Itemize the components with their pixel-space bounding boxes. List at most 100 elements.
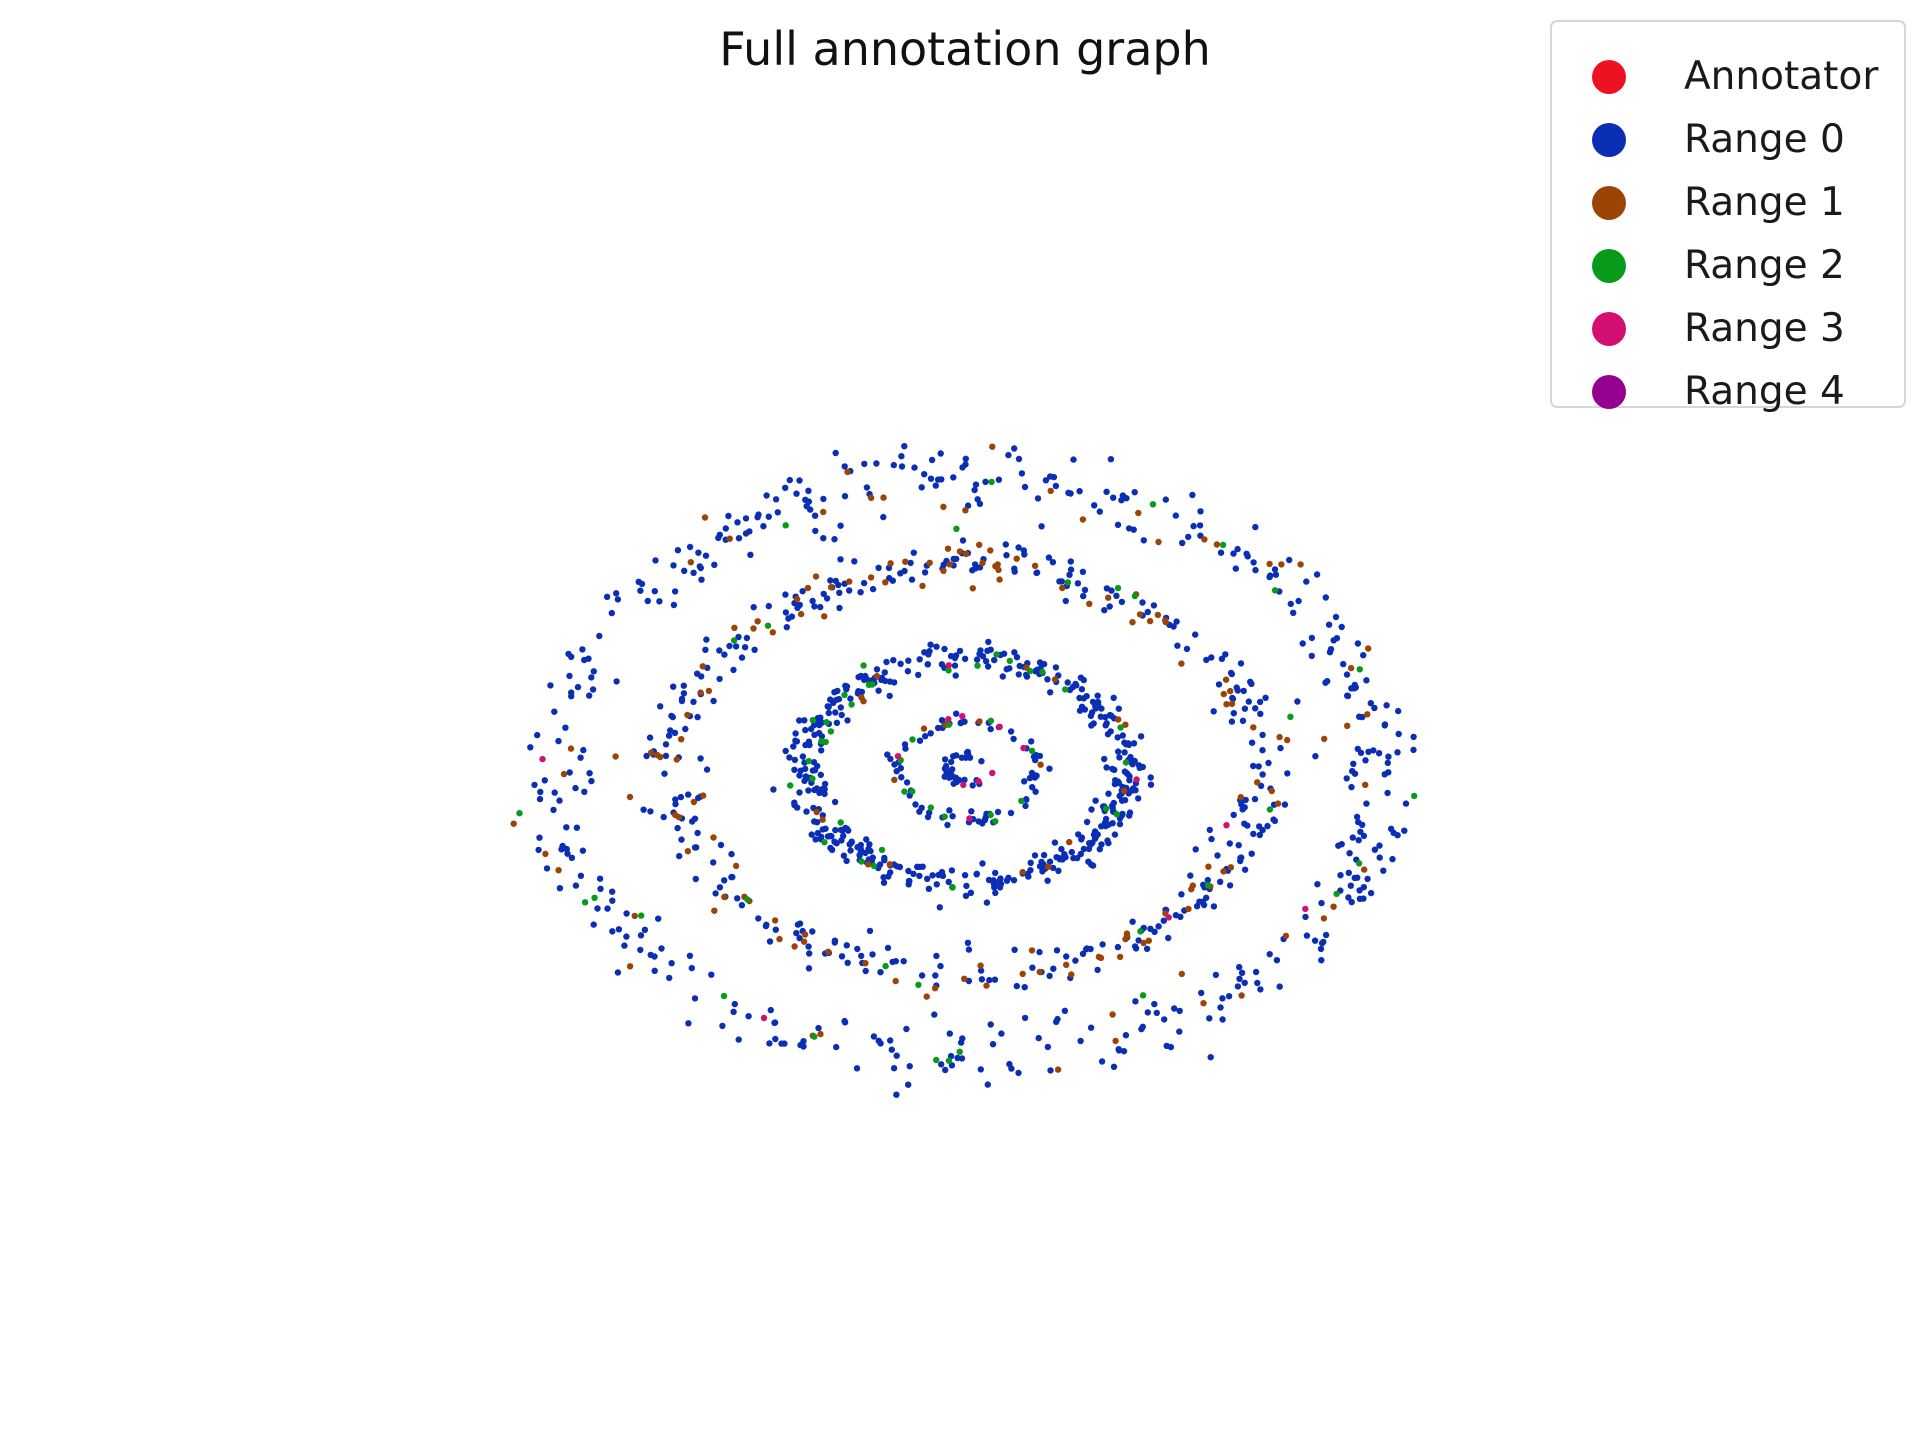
point-range-0 (797, 767, 804, 774)
point-range-1 (560, 770, 568, 778)
point-range-0 (1033, 772, 1040, 779)
point-range-0 (1086, 840, 1093, 847)
point-range-0 (796, 717, 803, 724)
point-range-1 (754, 618, 761, 625)
point-range-0 (953, 710, 960, 717)
point-range-0 (782, 609, 790, 616)
point-range-0 (692, 875, 699, 883)
point-range-2 (787, 782, 794, 789)
point-range-0 (1410, 733, 1417, 741)
point-range-0 (1384, 759, 1392, 767)
point-range-2 (837, 819, 844, 826)
point-range-2 (915, 981, 922, 988)
point-range-0 (1232, 565, 1240, 572)
point-range-0 (821, 790, 828, 798)
point-range-0 (1137, 733, 1145, 740)
point-range-0 (836, 589, 843, 596)
point-range-0 (711, 561, 718, 568)
point-range-0 (1215, 681, 1223, 688)
point-range-0 (716, 884, 724, 891)
point-range-1 (699, 663, 706, 670)
point-range-0 (948, 758, 955, 766)
point-range-0 (1273, 957, 1281, 964)
point-range-1 (1054, 1066, 1062, 1073)
point-range-0 (979, 653, 987, 660)
point-range-0 (666, 974, 673, 982)
point-range-0 (1144, 608, 1152, 616)
point-range-0 (572, 784, 579, 792)
point-range-0 (905, 877, 913, 885)
point-range-0 (978, 758, 985, 765)
point-range-0 (670, 683, 677, 690)
point-range-0 (959, 537, 967, 544)
point-range-0 (1088, 806, 1095, 813)
point-range-0 (937, 450, 944, 457)
point-range-0 (644, 597, 651, 605)
point-range-2 (782, 522, 789, 529)
point-range-0 (946, 807, 953, 814)
point-range-0 (1011, 649, 1018, 656)
point-range-0 (1219, 1016, 1226, 1023)
point-range-1 (1115, 716, 1122, 723)
point-range-3 (894, 753, 902, 760)
point-range-0 (1032, 788, 1039, 795)
point-range-0 (961, 655, 969, 662)
point-range-0 (815, 1024, 822, 1032)
point-range-0 (652, 557, 659, 564)
point-range-0 (873, 666, 881, 673)
point-range-0 (1171, 1005, 1178, 1012)
point-range-0 (1259, 826, 1266, 834)
point-range-2 (945, 721, 952, 728)
point-range-0 (694, 829, 701, 837)
point-range-0 (1204, 876, 1212, 884)
point-range-3 (760, 1014, 768, 1022)
point-range-0 (745, 1013, 752, 1020)
point-range-0 (800, 1043, 807, 1050)
point-range-0 (952, 652, 960, 659)
point-range-0 (1116, 820, 1124, 828)
point-range-0 (1076, 488, 1083, 495)
point-range-0 (750, 604, 757, 611)
point-range-0 (1129, 918, 1136, 925)
point-range-1 (567, 745, 575, 752)
point-range-0 (915, 671, 922, 679)
point-range-0 (847, 695, 854, 702)
point-range-0 (1177, 913, 1184, 920)
point-range-0 (793, 929, 800, 937)
point-range-0 (574, 683, 582, 691)
point-range-0 (1165, 934, 1172, 942)
point-range-0 (1028, 738, 1035, 745)
point-range-1 (800, 938, 808, 945)
point-range-0 (870, 1033, 878, 1040)
point-range-3 (966, 815, 973, 822)
point-range-0 (668, 712, 675, 720)
point-range-1 (1188, 886, 1195, 893)
point-range-0 (1021, 1014, 1029, 1022)
point-range-1 (1220, 868, 1227, 875)
point-range-0 (1193, 903, 1201, 910)
point-range-0 (716, 675, 723, 683)
point-range-1 (1162, 617, 1169, 624)
point-range-0 (660, 813, 667, 821)
point-range-0 (1244, 553, 1251, 560)
legend-label-range-0: Range 0 (1684, 117, 1845, 162)
point-range-0 (1317, 945, 1325, 953)
point-range-0 (1119, 732, 1127, 739)
point-range-0 (647, 808, 654, 815)
point-range-0 (1011, 946, 1018, 953)
point-range-0 (1252, 705, 1259, 712)
point-range-0 (1402, 800, 1410, 807)
point-range-0 (1294, 698, 1301, 705)
point-range-0 (803, 808, 810, 815)
point-range-0 (1115, 748, 1122, 755)
point-range-2 (1139, 992, 1147, 999)
point-range-1 (705, 687, 713, 695)
point-range-0 (1049, 559, 1057, 566)
point-range-0 (925, 885, 933, 892)
point-range-0 (1250, 830, 1257, 838)
point-range-0 (881, 677, 889, 685)
legend-item-range-0: Range 0 (1552, 117, 1904, 162)
point-range-1 (892, 977, 899, 985)
point-range-0 (1114, 734, 1121, 741)
point-range-1 (750, 625, 757, 632)
